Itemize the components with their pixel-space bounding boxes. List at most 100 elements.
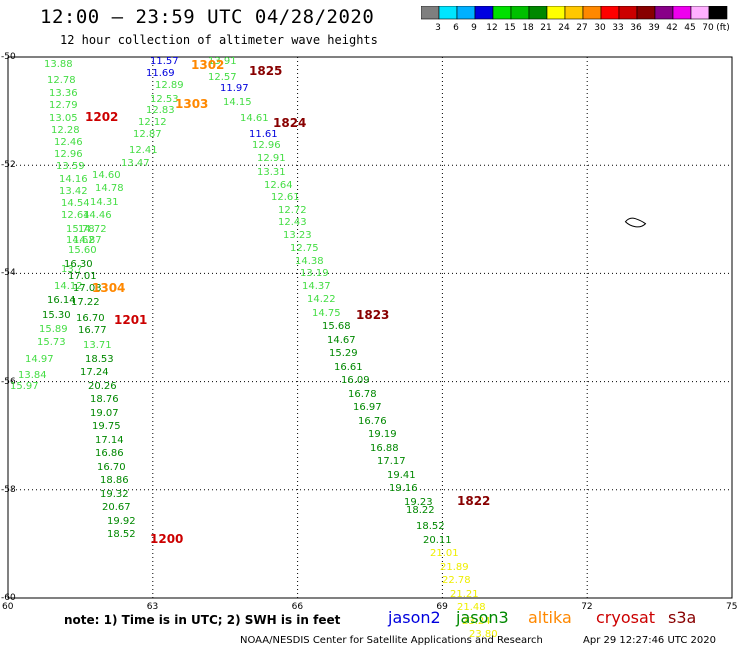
wave-height-label: 12.64: [264, 180, 293, 191]
wave-height-label: 16.77: [78, 325, 107, 336]
wave-height-label: 13.36: [49, 88, 78, 99]
wave-height-label: 12.46: [54, 137, 83, 148]
legend-bin-label: 6: [453, 23, 459, 33]
lon-tick-label: 66: [291, 602, 304, 612]
wave-height-label: 16.70: [76, 313, 105, 324]
wave-height-label: 14.87: [73, 235, 102, 246]
wave-height-label: 23.80: [469, 629, 498, 640]
wave-height-label: 14.78: [95, 183, 124, 194]
wave-height-label: 11.61: [249, 129, 278, 140]
island-outline: [624, 217, 647, 228]
legend-bin-label: 39: [648, 23, 660, 33]
wave-height-label: 16.70: [97, 462, 126, 473]
legend-swatch: [690, 6, 710, 20]
legend-swatch: [564, 6, 584, 20]
wave-height-label: 20.26: [88, 381, 117, 392]
legend-bin-label: 12: [486, 23, 497, 33]
wave-height-label: 13.88: [44, 59, 73, 70]
footnote: note: 1) Time is in UTC; 2) SWH is in fe…: [64, 613, 341, 627]
legend-swatch: [528, 6, 548, 20]
lat-tick-label: -54: [1, 268, 16, 279]
wave-height-label: 16.88: [370, 443, 399, 454]
legend-bin-label: 45: [684, 23, 695, 33]
legend-swatch: [708, 6, 728, 20]
legend-swatch: [600, 6, 620, 20]
pass-time-label: 1823: [356, 308, 390, 322]
legend-bin-label: 24: [558, 23, 570, 33]
pass-time-label: 1303: [175, 97, 209, 111]
wave-height-label: 18.22: [406, 505, 435, 516]
legend-bin-label: 30: [594, 23, 606, 33]
lon-tick-label: 60: [2, 602, 14, 612]
wave-height-label: 11.69: [146, 68, 175, 79]
wave-height-label: 15.73: [37, 337, 66, 348]
satellite-name: jason2: [388, 608, 441, 627]
wave-height-label: 12.61: [271, 192, 300, 203]
wave-height-label: 15.30: [42, 310, 71, 321]
wave-height-label: 12.53: [150, 94, 179, 105]
wave-height-label: 13.23: [283, 230, 312, 241]
wave-height-label: 14.12: [54, 281, 83, 292]
legend-swatch: [546, 6, 566, 20]
wave-height-label: 13.19: [300, 268, 329, 279]
wave-height-label: 17.17: [377, 456, 406, 467]
wave-height-label: 12.75: [290, 243, 319, 254]
wave-height-label: 14.22: [307, 294, 336, 305]
lon-tick-label: 72: [581, 602, 593, 612]
timestamp: Apr 29 12:27:46 UTC 2020: [583, 635, 716, 646]
legend-swatch: [456, 6, 476, 20]
page-subtitle: 12 hour collection of altimeter wave hei…: [60, 33, 378, 47]
wave-height-label: 15.29: [329, 348, 358, 359]
wave-height-label: 11.97: [220, 83, 249, 94]
legend-swatch: [582, 6, 602, 20]
wave-height-label: 19.23: [404, 497, 433, 508]
wave-height-label: 19.41: [387, 470, 416, 481]
pass-time-label: 1200: [150, 532, 184, 546]
wave-height-label: 17.22: [71, 297, 100, 308]
credit-line: NOAA/NESDIS Center for Satellite Applica…: [240, 635, 543, 646]
wave-height-label: 12.41: [129, 145, 158, 156]
wave-height-label: 14.61: [240, 113, 269, 124]
wave-height-label: 16.78: [348, 389, 377, 400]
legend-bin-label: 9: [471, 23, 477, 33]
wave-height-label: 23.24: [462, 616, 491, 627]
wave-height-label: 17.01: [68, 271, 97, 282]
wave-height-label: 14.37: [302, 281, 331, 292]
wave-height-label: 14.54: [61, 198, 90, 209]
wave-height-label: 12.28: [51, 125, 80, 136]
wave-height-label: 18.53: [85, 354, 114, 365]
legend-bin-label: 27: [576, 23, 587, 33]
wave-height-label: 14.46: [83, 210, 112, 221]
wave-height-label: 12.83: [146, 105, 175, 116]
wave-height-label: 14.75: [312, 308, 341, 319]
wave-height-label: 12.79: [49, 100, 78, 111]
legend-swatch: [474, 6, 494, 20]
legend-swatch: [438, 6, 458, 20]
legend-swatch: [636, 6, 656, 20]
wave-height-label: 19.75: [92, 421, 121, 432]
wave-height-label: 16.61: [334, 362, 363, 373]
wave-height-label: 15.68: [322, 321, 351, 332]
satellite-name: cryosat: [596, 608, 656, 627]
lat-tick-label: -50: [1, 52, 16, 62]
wave-height-label: 13.42: [59, 186, 88, 197]
wave-height-label: 12.72: [278, 205, 307, 216]
wave-height-label: 13.05: [49, 113, 78, 124]
wave-height-label: 16.86: [95, 448, 124, 459]
wave-height-label: 17.14: [95, 435, 124, 446]
wave-height-label: 19.16: [389, 483, 418, 494]
wave-height-label: 19.92: [107, 516, 136, 527]
legend-bin-label: 21: [540, 23, 551, 33]
wave-height-label: 12.89: [155, 80, 184, 91]
pass-time-label: 1302: [191, 58, 225, 72]
legend-unit: (ft): [716, 23, 730, 33]
wave-height-label: 15.60: [68, 245, 97, 256]
wave-height-label: 19.32: [100, 489, 129, 500]
legend-bin-label: 42: [666, 23, 677, 33]
wave-height-label: 14.67: [327, 335, 356, 346]
satellite-name: s3a: [668, 608, 697, 627]
legend-bin-label: 33: [612, 23, 623, 33]
pass-time-label: 1201: [114, 313, 148, 327]
wave-height-label: 21.89: [440, 562, 469, 573]
